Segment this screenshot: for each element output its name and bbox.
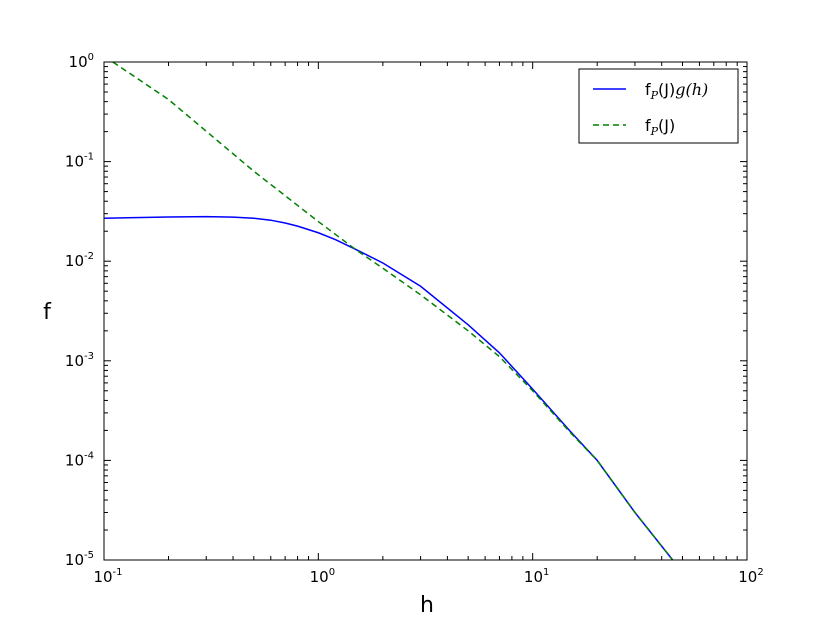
legend-1-main: f <box>645 80 651 99</box>
y-tick-label: 10-5 <box>65 550 94 569</box>
x-tick-label: 102 <box>738 567 763 586</box>
x-tick-label: 101 <box>524 567 549 586</box>
legend: fP(J)g(h) fP(J) <box>578 68 739 144</box>
svg-text:fP(J)g(h): fP(J)g(h) <box>645 80 708 102</box>
legend-1-paren: (J) <box>658 80 675 99</box>
legend-entry-2: fP(J) <box>593 116 675 138</box>
series-line-1 <box>104 215 674 560</box>
y-axis-label: f <box>43 300 52 325</box>
x-tick-label: 10-1 <box>93 567 122 586</box>
legend-1-math: g(h) <box>675 80 708 99</box>
ticks-layer: 10-1 100 101 102 100 10-1 10-2 10-3 10-4 10-5 <box>65 52 764 586</box>
series-layer <box>104 62 674 560</box>
y-tick-label: 10-2 <box>65 251 94 270</box>
y-tick-label: 100 <box>69 52 94 71</box>
legend-2-sub: P <box>650 125 659 138</box>
plot-frame <box>103 61 748 561</box>
legend-2-main: f <box>645 116 651 135</box>
y-tick-label: 10-1 <box>65 152 94 171</box>
x-axis-label: h <box>420 593 434 618</box>
legend-box <box>578 68 739 144</box>
x-tick-label: 100 <box>310 567 335 586</box>
legend-1-sub: P <box>650 89 659 102</box>
y-tick-label: 10-3 <box>65 351 94 370</box>
legend-2-paren: (J) <box>658 116 675 135</box>
legend-entry-1: fP(J)g(h) <box>593 80 708 102</box>
series-line-2 <box>112 62 674 560</box>
y-tick-label: 10-4 <box>65 450 94 469</box>
svg-text:fP(J): fP(J) <box>645 116 675 138</box>
